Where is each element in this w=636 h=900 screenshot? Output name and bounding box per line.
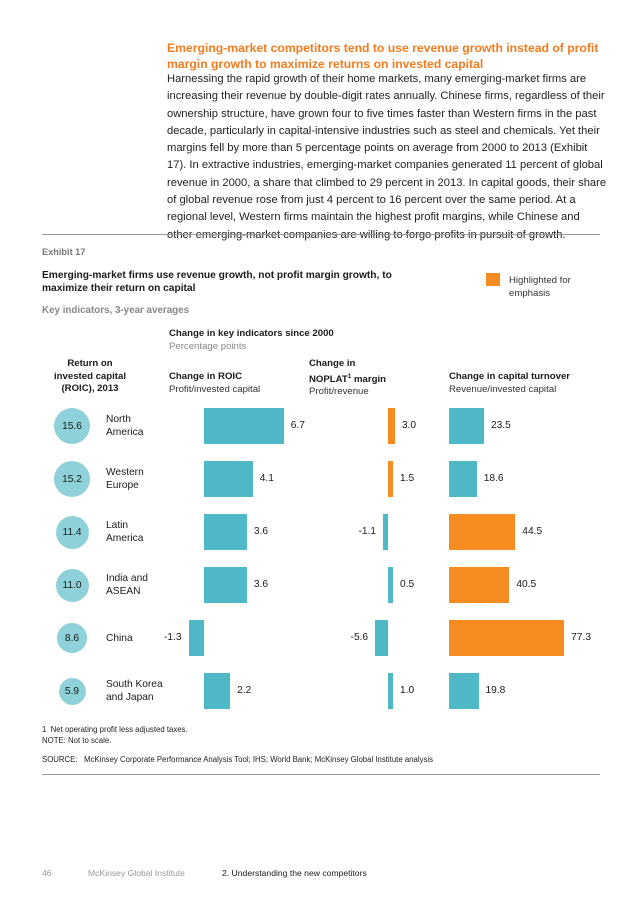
footnote-1: 1 Net operating profit less adjusted tax… [42,725,188,734]
exhibit-subtitle: Key indicators, 3-year averages [42,305,190,316]
bar-value-label: 40.5 [516,579,537,590]
roic-circle: 11.4 [55,515,89,549]
bar-value-label: 2.2 [237,685,252,696]
region-label-line: China [106,632,133,644]
roic-circle: 15.6 [54,408,90,444]
exhibit-title: Emerging-market firms use revenue growth… [42,270,392,294]
roic-circle: 11.0 [55,568,89,602]
region-label-line: America [106,427,144,438]
source-text: SOURCE: McKinsey Corporate Performance A… [42,755,434,764]
roic-header: Return on invested capital (ROIC), 2013 [36,358,144,396]
bar [188,620,204,656]
col2-title-main: NOPLAT [309,373,348,385]
bar [383,514,388,550]
region-label: South Korea and Japan [106,678,176,704]
section-heading: Emerging-market competitors tend to use … [167,41,599,71]
roic-circle: 5.9 [58,677,86,705]
bar [449,408,484,444]
region-label: India and ASEAN [106,572,176,598]
exhibit-label: Exhibit 17 [42,247,86,257]
bar-value-label: 3.6 [253,526,268,537]
page-number: 46 [42,868,52,878]
region-label: Western Europe [106,466,176,492]
bar [388,461,393,497]
region-label-line: North [106,414,131,425]
bar-value-label: 1.5 [400,473,415,484]
col1-header: Change in ROIC Profit/invested capital [169,371,260,396]
region-label-line: South Korea [106,679,163,690]
region-label-line: Europe [106,480,139,491]
col2-title-sup: 1 [347,372,352,380]
divider-bottom [42,774,600,775]
region-label-line: India and [106,573,148,584]
bar-value-label: 44.5 [522,526,543,537]
bar-value-label: -1.1 [358,526,376,537]
region-label-line: and Japan [106,692,154,703]
bar-value-label: 1.0 [400,685,415,696]
roic-circle: 8.6 [57,623,87,653]
bar [388,673,393,709]
bar [204,461,253,497]
bar-value-label: 3.0 [401,420,417,431]
col2-sub: Profit/revenue [309,386,369,398]
change-title: Change in key indicators since 2000 [169,328,334,339]
bar-value-label: 18.6 [483,473,504,484]
body-paragraph: Harnessing the rapid growth of their hom… [167,73,607,241]
col1-sub: Profit/invested capital [169,383,261,395]
change-subtitle: Percentage points [169,341,247,352]
col2-header: Change in NOPLAT1 margin Profit/revenue [309,358,386,399]
bar-value-label: -1.3 [163,632,182,643]
region-label-line: America [106,533,144,544]
bar [388,408,395,444]
bar [449,514,516,550]
bar [449,673,479,709]
bar [375,620,388,656]
bar-value-label: 4.1 [259,473,274,484]
footnote: 1 Net operating profit less adjusted tax… [42,725,188,746]
divider-top [42,234,600,235]
col2-title-post: margin [351,373,387,385]
bar [204,567,247,603]
bar-value-label: 0.5 [400,579,415,590]
region-label: North America [106,413,176,439]
bar [388,567,393,603]
roic-header-line: (ROIC), 2013 [61,383,119,394]
footer-publisher: McKinsey Global Institute [88,868,185,878]
legend-text: Highlighted for emphasis [509,275,571,299]
bar-value-label: 19.8 [485,685,506,696]
col2-title-pre: Change in [309,358,356,369]
col3-header: Change in capital turnover Revenue/inves… [449,371,570,396]
roic-header-line: invested capital [54,370,126,382]
note-text: NOTE: Not to scale. [42,735,112,745]
bar-value-label: -5.6 [350,632,369,643]
col3-title: Change in capital turnover [449,371,571,382]
bar [204,408,284,444]
region-label-line: Western [106,467,144,478]
bar-value-label: 23.5 [491,420,511,431]
region-label: Latin America [106,519,176,545]
footer-chapter: 2. Understanding the new competitors [222,868,367,878]
bar [204,514,247,550]
bar [204,673,231,709]
col1-title: Change in ROIC [169,371,243,382]
region-label-line: Latin [106,520,129,531]
col3-sub: Revenue/invested capital [449,383,557,395]
roic-header-line: Return on [67,358,113,369]
region-label: China [106,632,176,645]
bar-value-label: 77.3 [571,632,591,643]
roic-circle: 15.2 [54,461,90,497]
region-label-line: ASEAN [106,586,141,597]
legend-swatch [486,273,500,286]
bar-value-label: 3.6 [253,579,268,590]
bar-value-label: 6.7 [290,420,305,431]
bar [449,567,510,603]
bar [449,620,565,656]
bar [449,461,477,497]
